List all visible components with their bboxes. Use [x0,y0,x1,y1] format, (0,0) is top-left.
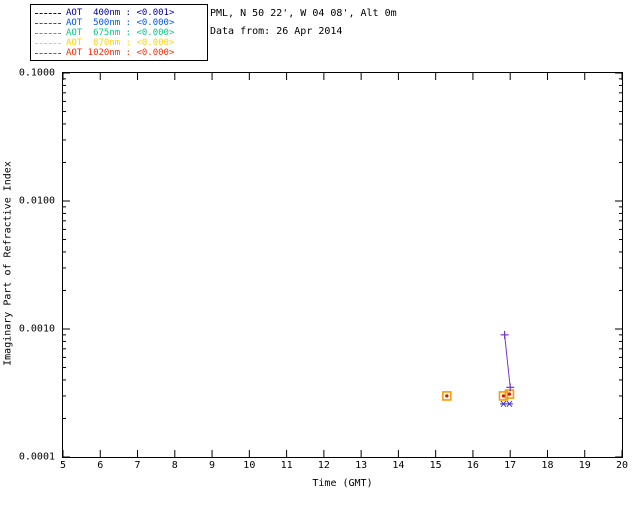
legend-line-sample [35,12,61,14]
site-location-text: PML, N 50 22', W 04 08', Alt 0m [210,8,397,19]
legend-item: AOT 500nm : <0.000> [35,18,203,28]
legend-label: AOT 400nm : <0.001> [66,8,175,18]
legend-item: AOT 400nm : <0.001> [35,8,203,18]
x-tick-label: 10 [243,460,256,471]
x-tick-label: 17 [504,460,517,471]
marker-dot [507,392,512,396]
x-axis-title: Time (GMT) [312,478,373,489]
x-tick-label: 16 [466,460,479,471]
marker-square [498,391,509,401]
legend-item: AOT 1020nm : <0.000> [35,48,203,58]
x-tick-label: 14 [392,460,405,471]
legend-label: AOT 870nm : <0.000> [66,38,175,48]
y-tick-label: 0.0010 [18,323,55,335]
data-date-text: Data from: 26 Apr 2014 [210,26,343,37]
x-axis-tick-labels: 5 6 7 8 9 10 11 12 13 14 15 16 17 18 19 20 [59,460,628,474]
x-tick-label: 12 [317,460,330,471]
legend-label: AOT 1020nm : <0.000> [66,48,175,58]
header-text: PML, N 50 22', W 04 08', Alt 0m Data fro… [210,5,397,41]
x-tick-label: 7 [134,460,141,471]
x-tick-label: 6 [97,460,104,471]
y-axis-tick-labels: 0.1000 0.0100 0.0010 0.0001 [0,68,58,463]
legend-line-sample [35,32,61,34]
x-tick-label: 8 [171,460,178,471]
plot-area [62,72,623,458]
x-tick-label: 18 [541,460,554,471]
legend-line-sample [35,42,61,44]
marker-square [504,389,515,399]
series-line-plus-line-segment [504,334,511,388]
legend-item: AOT 870nm : <0.000> [35,38,203,48]
y-tick-label: 0.1000 [18,67,55,79]
marker-asterisk [500,400,507,408]
marker-dot [445,394,449,398]
legend-item: AOT 675nm : <0.000> [35,28,203,38]
x-tick-label: 19 [578,460,591,471]
marker-asterisk [506,400,513,408]
legend-box: AOT 400nm : <0.001> AOT 500nm : <0.000> AO… [30,4,208,61]
legend-line-sample [35,22,61,24]
marker-dot [501,394,506,398]
legend-label: AOT 500nm : <0.000> [66,18,175,28]
x-tick-label: 15 [429,460,442,471]
marker-square [442,391,452,401]
x-tick-label: 11 [280,460,293,471]
x-tick-label: 9 [209,460,216,471]
x-tick-label: 13 [355,460,368,471]
y-tick-label: 0.0001 [18,451,55,463]
x-tick-label: 20 [615,460,629,471]
plot-svg [63,73,622,457]
x-tick-label: 5 [59,460,67,471]
y-tick-label: 0.0100 [18,195,55,207]
legend-label: AOT 675nm : <0.000> [66,28,175,38]
legend-line-sample [35,52,61,54]
